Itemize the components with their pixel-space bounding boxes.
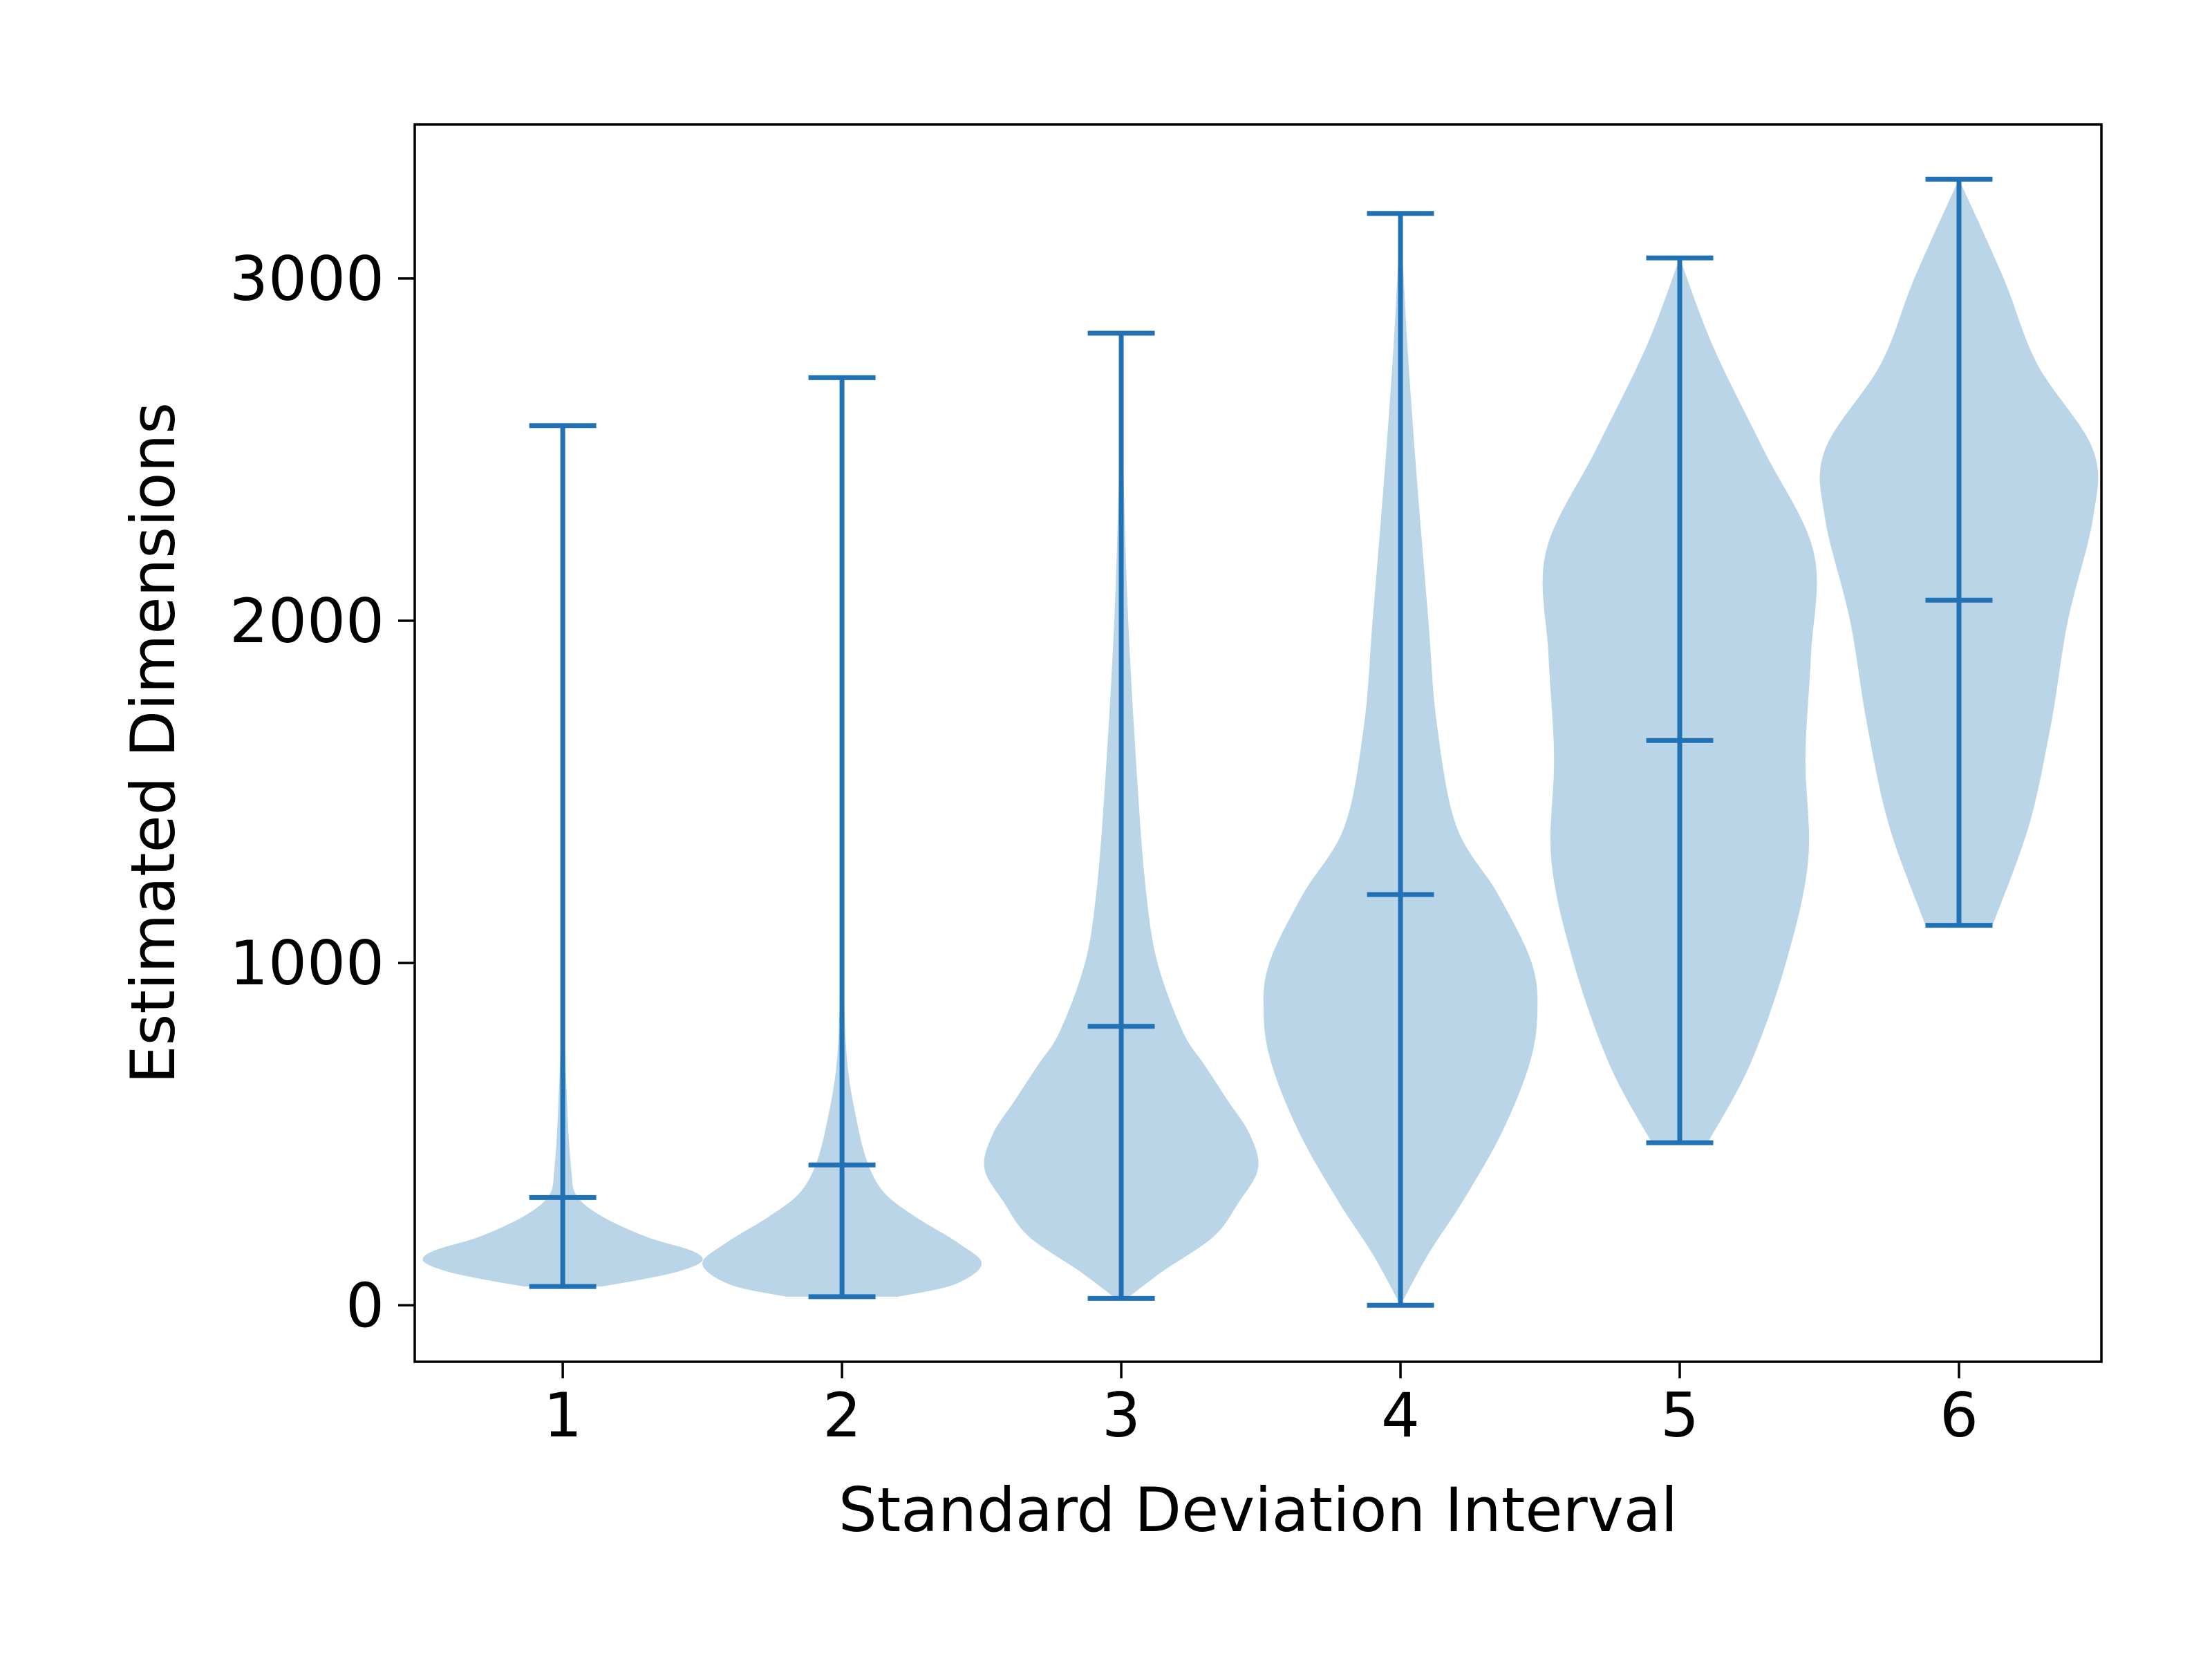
y-tick-label: 0: [346, 1270, 384, 1341]
x-tick-label: 1: [543, 1380, 582, 1451]
x-axis-label: Standard Deviation Interval: [838, 1474, 1678, 1546]
x-tick-label: 5: [1660, 1380, 1699, 1451]
violin-3: [984, 330, 1259, 1301]
x-tick-label: 3: [1102, 1380, 1141, 1451]
violin-2: [702, 375, 982, 1300]
violins: [422, 176, 2099, 1308]
violin-5: [1542, 255, 1817, 1145]
axis-ticks: 1 2 3 4 5 6 0 1000 2000 3000: [229, 243, 1978, 1451]
y-tick-label: 1000: [229, 928, 384, 999]
y-tick-label: 2000: [229, 585, 384, 657]
violin-6: [1819, 176, 2099, 928]
violin-4: [1263, 211, 1538, 1308]
y-tick-label: 3000: [229, 243, 384, 315]
plot-frame: [413, 123, 2103, 1363]
violin-1: [422, 423, 703, 1289]
y-axis-label: Estimated Dimensions: [118, 402, 189, 1084]
x-tick-label: 4: [1381, 1380, 1420, 1451]
x-tick-label: 6: [1940, 1380, 1978, 1451]
x-tick-label: 2: [823, 1380, 861, 1451]
